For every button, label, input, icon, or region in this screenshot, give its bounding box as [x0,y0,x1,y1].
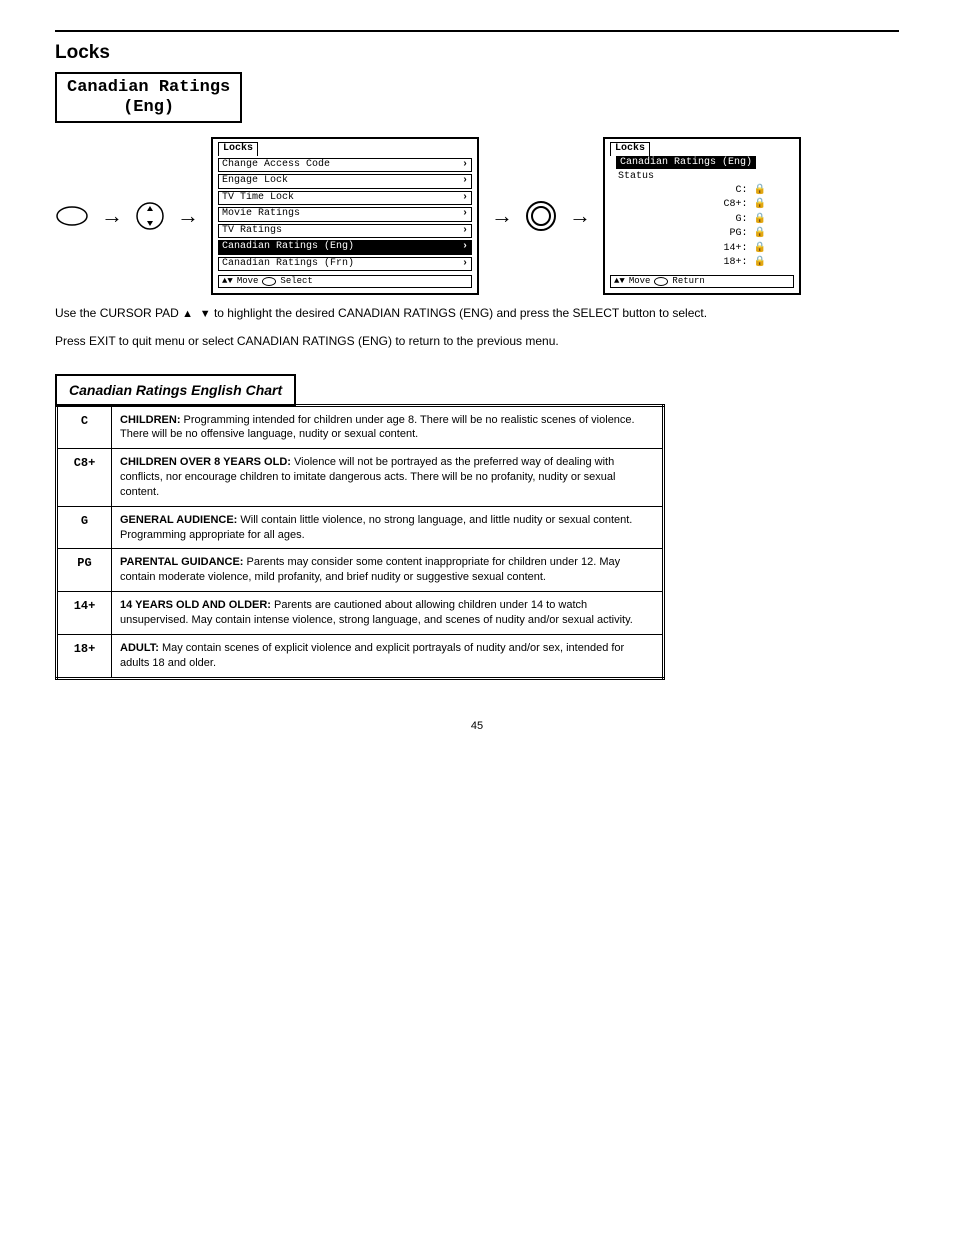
up-triangle-icon: ▲ [182,308,193,320]
table-row: C8+CHILDREN OVER 8 YEARS OLD: Violence w… [57,449,664,507]
rating-status-row[interactable]: 18+: 🔒 [616,256,794,271]
rating-code: 14+ [57,592,112,635]
rating-description: 14 YEARS OLD AND OLDER: Parents are caut… [112,592,664,635]
table-row: CCHILDREN: Programming intended for chil… [57,405,664,449]
table-title: Canadian Ratings English Chart [55,374,296,406]
menu-item[interactable]: TV Ratings › [218,224,472,239]
ratings-table: CCHILDREN: Programming intended for chil… [55,404,665,680]
page-number: 45 [55,720,899,732]
canadian-ratings-menu: Locks Canadian Ratings (Eng) Status C:🔒C… [603,137,801,295]
menu-item[interactable]: Change Access Code › [218,158,472,173]
status-label: Status [616,171,794,184]
section-heading-l2: (Eng) [123,98,174,117]
chevron-right-icon: › [462,159,468,172]
rating-status-row[interactable]: C: 🔒 [616,184,794,199]
table-row: 18+ADULT: May contain scenes of explicit… [57,634,664,678]
table-row: PGPARENTAL GUIDANCE: Parents may conside… [57,549,664,592]
menu-button-icon [55,204,89,228]
chevron-right-icon: › [462,241,468,254]
lock-icon: 🔒 [754,214,766,227]
lock-icon: 🔒 [754,199,766,212]
menu-item[interactable]: TV Time Lock › [218,191,472,206]
menu-item[interactable]: Movie Ratings › [218,207,472,222]
cursor-pad-icon [135,201,165,231]
instruction-text: Use the CURSOR PAD [55,306,182,320]
arrow-icon: → [569,203,591,229]
return-oval-icon [654,277,668,286]
page-title: Locks [55,42,899,64]
chevron-right-icon: › [462,175,468,188]
rating-label: PG: [730,228,748,241]
footer-move: Move [629,276,651,287]
menu-item-label: Canadian Ratings (Eng) [222,241,354,254]
arrow-icon: → [101,203,123,229]
lock-icon: 🔒 [754,243,766,256]
arrow-icon: → [491,203,513,229]
menu-item-label: Engage Lock [222,175,288,188]
rating-description: ADULT: May contain scenes of explicit vi… [112,634,664,678]
rating-description: PARENTAL GUIDANCE: Parents may consider … [112,549,664,592]
arrow-icon: → [177,203,199,229]
rating-label: C: [736,185,748,198]
rating-description: CHILDREN: Programming intended for child… [112,405,664,449]
chevron-right-icon: › [462,225,468,238]
menu-item[interactable]: Canadian Ratings (Frn) › [218,257,472,272]
instruction-1: Use the CURSOR PAD ▲ ▼ to highlight the … [55,305,899,322]
menu-footer: ▲▼ Move Return [610,275,794,288]
select-oval-icon [262,277,276,286]
chevron-right-icon: › [462,258,468,271]
menu-item[interactable]: Engage Lock › [218,174,472,189]
rating-status-row[interactable]: G: 🔒 [616,213,794,228]
chevron-right-icon: › [462,208,468,221]
menu-item-label: Change Access Code [222,159,330,172]
menu-item-label: Canadian Ratings (Frn) [222,258,354,271]
section-rule [55,30,899,32]
footer-action: Select [280,276,312,287]
locks-menu: Locks Change Access Code›Engage Lock›TV … [211,137,479,295]
lock-icon: 🔒 [754,228,766,241]
footer-move: Move [237,276,259,287]
table-row: GGENERAL AUDIENCE: Will contain little v… [57,506,664,549]
updown-icon: ▲▼ [222,276,233,287]
down-triangle-icon: ▼ [200,308,211,320]
rating-label: C8+: [724,199,748,212]
section-heading-l1: Canadian Ratings [67,78,230,97]
rating-label: G: [736,214,748,227]
instruction-text: to highlight the desired CANADIAN RATING… [214,306,707,320]
menu-tab: Locks [218,142,258,156]
menu-subtab: Canadian Ratings (Eng) [616,156,756,170]
rating-description: CHILDREN OVER 8 YEARS OLD: Violence will… [112,449,664,507]
menu-item[interactable]: Canadian Ratings (Eng) › [218,240,472,255]
updown-icon: ▲▼ [614,276,625,287]
rating-code: 18+ [57,634,112,678]
nav-flow: → → Locks Change Access Code›Engage Lock… [55,137,899,295]
rating-status-row[interactable]: 14+: 🔒 [616,242,794,257]
menu-item-label: TV Time Lock [222,192,294,205]
table-row: 14+14 YEARS OLD AND OLDER: Parents are c… [57,592,664,635]
instruction-2: Press EXIT to quit menu or select CANADI… [55,333,899,350]
menu-item-label: TV Ratings [222,225,282,238]
menu-tab: Locks [610,142,650,156]
rating-label: 18+: [724,257,748,270]
lock-icon: 🔒 [754,257,766,270]
footer-action: Return [672,276,704,287]
select-button-icon [525,200,557,232]
lock-icon: 🔒 [754,185,766,198]
menu-footer: ▲▼ Move Select [218,275,472,288]
rating-status-row[interactable]: C8+: 🔒 [616,198,794,213]
rating-label: 14+: [724,243,748,256]
rating-description: GENERAL AUDIENCE: Will contain little vi… [112,506,664,549]
section-heading: Canadian Ratings (Eng) [55,72,242,123]
chevron-right-icon: › [462,192,468,205]
rating-status-row[interactable]: PG: 🔒 [616,227,794,242]
rating-code: C8+ [57,449,112,507]
rating-code: C [57,405,112,449]
rating-code: PG [57,549,112,592]
menu-item-label: Movie Ratings [222,208,300,221]
rating-code: G [57,506,112,549]
